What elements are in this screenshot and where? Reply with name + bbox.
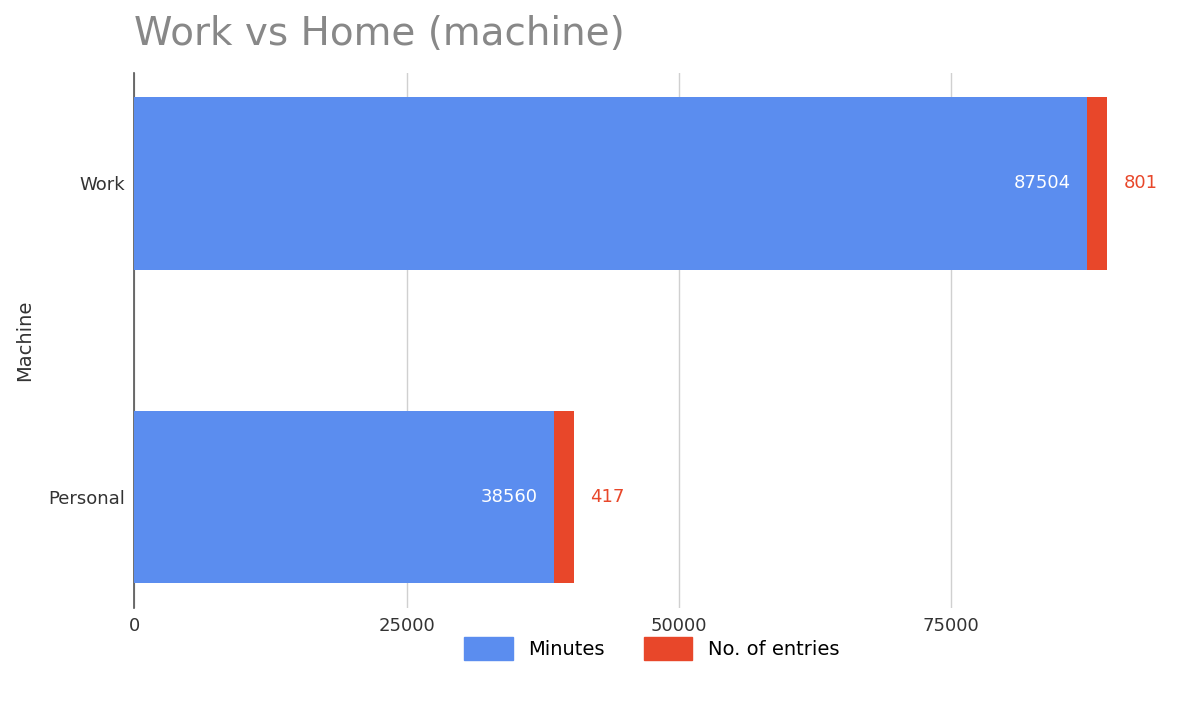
Bar bbox=[135, 97, 1087, 270]
Text: Work vs Home (machine): Work vs Home (machine) bbox=[135, 15, 625, 53]
Text: 801: 801 bbox=[1124, 174, 1157, 193]
Bar bbox=[554, 411, 574, 583]
Legend: Minutes, No. of entries: Minutes, No. of entries bbox=[456, 629, 847, 668]
Text: 38560: 38560 bbox=[481, 488, 538, 506]
Y-axis label: Machine: Machine bbox=[15, 299, 34, 381]
Bar bbox=[1087, 97, 1107, 270]
Text: 87504: 87504 bbox=[1014, 174, 1072, 193]
Bar bbox=[135, 411, 554, 583]
Text: 417: 417 bbox=[591, 488, 625, 506]
